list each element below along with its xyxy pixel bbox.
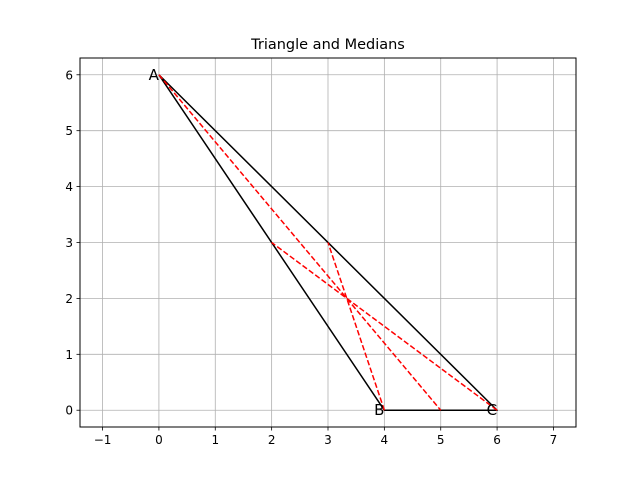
y-tick-label: 3 <box>65 236 73 250</box>
x-tick-label: 5 <box>437 433 445 447</box>
ticks: −1 0 1 2 3 4 5 6 7 0 1 2 3 4 5 6 <box>65 68 557 447</box>
median-line <box>327 242 386 411</box>
vertex-labels: A B C <box>149 66 497 419</box>
chart-title: Triangle and Medians <box>250 37 405 53</box>
y-tick-label: 0 <box>65 404 73 418</box>
y-tick-label: 2 <box>65 292 73 306</box>
vertex-label-b: B <box>374 401 384 419</box>
x-tick-label: 6 <box>493 433 501 447</box>
x-tick-label: 4 <box>381 433 389 447</box>
y-tick-label: 5 <box>65 124 73 138</box>
y-tick-label: 4 <box>65 180 73 194</box>
y-tick-label: 1 <box>65 348 73 362</box>
x-tick-label: 3 <box>324 433 332 447</box>
y-tick-label: 6 <box>65 68 73 82</box>
x-tick-label: 2 <box>268 433 276 447</box>
vertex-label-c: C <box>487 401 497 419</box>
series-layer <box>158 74 498 411</box>
vertex-label-a: A <box>149 66 160 84</box>
x-tick-label: 7 <box>550 433 558 447</box>
x-tick-label: 1 <box>211 433 219 447</box>
median-line <box>271 241 498 411</box>
x-tick-label: −1 <box>94 433 112 447</box>
median-line <box>158 74 442 411</box>
x-tick-label: 0 <box>155 433 163 447</box>
